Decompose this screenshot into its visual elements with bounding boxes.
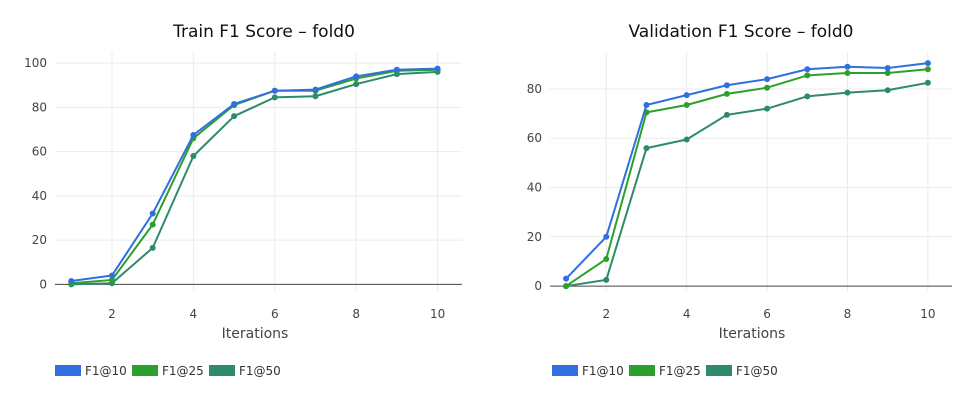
- series-line-f1-at-10: [565, 62, 929, 280]
- x-tick-label: 4: [683, 307, 691, 321]
- series-line-f1-at-25: [71, 68, 438, 285]
- chart-title: Train F1 Score – fold0: [172, 22, 355, 42]
- data-point: [271, 94, 278, 101]
- data-point: [434, 65, 441, 72]
- legend-swatch: [209, 365, 235, 376]
- data-point: [108, 272, 115, 279]
- data-point: [844, 89, 851, 96]
- data-point: [603, 255, 610, 262]
- x-tick-label: 10: [920, 307, 935, 321]
- data-point: [108, 276, 115, 283]
- data-point: [924, 79, 931, 86]
- data-point: [884, 65, 891, 72]
- data-point: [804, 93, 811, 100]
- y-tick-label: 40: [32, 189, 47, 203]
- x-axis-label: Iterations: [222, 326, 289, 342]
- x-tick-label: 2: [108, 307, 116, 321]
- data-point: [603, 233, 610, 240]
- data-point: [683, 101, 690, 108]
- data-point: [764, 76, 771, 83]
- data-point: [231, 101, 238, 108]
- x-tick-label: 6: [271, 307, 279, 321]
- chart-title: Validation F1 Score – fold0: [629, 22, 854, 42]
- data-point: [231, 113, 238, 120]
- data-point: [764, 84, 771, 91]
- data-point: [804, 66, 811, 73]
- data-point: [563, 283, 570, 290]
- data-point: [563, 275, 570, 282]
- y-tick-label: 20: [32, 233, 47, 247]
- y-tick-label: 0: [39, 277, 47, 291]
- x-tick-label: 4: [190, 307, 198, 321]
- data-point: [149, 210, 156, 217]
- legend-label: F1@50: [736, 364, 778, 378]
- data-point: [393, 66, 400, 73]
- legend-swatch: [132, 365, 158, 376]
- data-point: [683, 92, 690, 99]
- data-point: [190, 131, 197, 138]
- data-point: [68, 278, 75, 285]
- legend-swatch: [629, 365, 655, 376]
- data-point: [844, 63, 851, 70]
- legend-label: F1@10: [582, 364, 624, 378]
- legend-label: F1@25: [659, 364, 701, 378]
- x-tick-label: 8: [352, 307, 360, 321]
- legend-swatch: [706, 365, 732, 376]
- y-tick-label: 100: [24, 56, 47, 70]
- y-tick-label: 80: [32, 100, 47, 114]
- validation-f1-chart: Validation F1 Score – fold0 0 20 40 60 80 2 4 6 8…: [489, 0, 977, 401]
- data-point: [149, 244, 156, 251]
- train-f1-chart: Train F1 Score – fold0 0 20 40 60 80 100 2 4 6 8 10…: [24, 22, 462, 378]
- legend-swatch: [55, 365, 81, 376]
- x-tick-label: 6: [763, 307, 771, 321]
- legend-label: F1@25: [162, 364, 204, 378]
- data-point: [353, 81, 360, 88]
- data-point: [312, 86, 319, 93]
- data-point: [723, 82, 730, 89]
- x-tick-label: 8: [844, 307, 852, 321]
- y-tick-label: 20: [527, 230, 542, 244]
- y-tick-label: 60: [32, 145, 47, 159]
- x-tick-label: 10: [430, 307, 445, 321]
- data-point: [643, 101, 650, 108]
- y-tick-label: 0: [534, 279, 542, 293]
- data-point: [764, 105, 771, 112]
- data-point: [353, 73, 360, 80]
- data-point: [924, 60, 931, 67]
- data-point: [683, 136, 690, 143]
- train-f1-chart-svg: Train F1 Score – fold0 0 20 40 60 80 100 2 4 6 8 10…: [24, 22, 462, 378]
- legend-swatch: [552, 365, 578, 376]
- data-point: [603, 276, 610, 283]
- data-point: [190, 153, 197, 160]
- data-point: [312, 93, 319, 100]
- data-point: [924, 66, 931, 73]
- x-tick-label: 2: [602, 307, 610, 321]
- data-point: [723, 90, 730, 97]
- series-line-f1-at-50: [565, 81, 929, 288]
- series-line-f1-at-50: [71, 70, 438, 286]
- data-point: [723, 111, 730, 118]
- series-line-f1-at-25: [565, 68, 928, 287]
- data-point: [884, 69, 891, 76]
- y-tick-label: 60: [527, 131, 542, 145]
- data-point: [643, 145, 650, 152]
- legend-label: F1@10: [85, 364, 127, 378]
- legend-label: F1@50: [239, 364, 281, 378]
- y-tick-label: 80: [527, 82, 542, 96]
- data-point: [804, 72, 811, 79]
- y-tick-label: 40: [527, 181, 542, 195]
- series-line-f1-at-10: [71, 67, 438, 283]
- x-axis-label: Iterations: [719, 326, 786, 342]
- data-point: [149, 221, 156, 228]
- data-point: [844, 69, 851, 76]
- data-point: [271, 87, 278, 94]
- data-point: [884, 87, 891, 94]
- validation-f1-chart-svg: Validation F1 Score – fold0 0 20 40 60 80 2 4 6 8…: [527, 22, 952, 378]
